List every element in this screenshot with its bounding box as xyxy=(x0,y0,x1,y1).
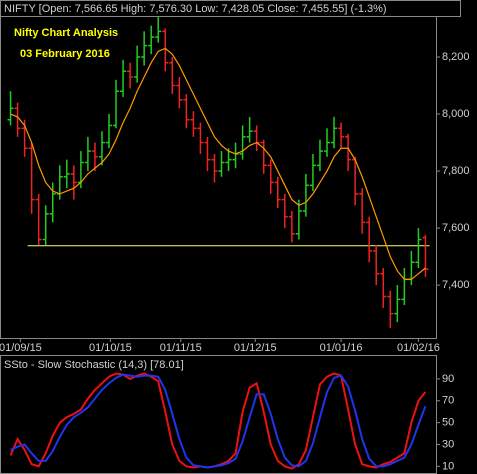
y-tick-label: 10 xyxy=(442,460,454,472)
annotation: Nifty Chart Analysis xyxy=(14,27,118,39)
y-tick-label: 7,400 xyxy=(442,279,470,291)
y-tick-label: 7,800 xyxy=(442,165,470,177)
y-tick-label: 30 xyxy=(442,438,454,450)
x-tick-label: 01/10/15 xyxy=(89,342,132,354)
header: NIFTY [Open: 7,566.65 High: 7,576.30 Low… xyxy=(4,3,387,15)
x-tick-label: 01/02/16 xyxy=(397,342,440,354)
annotation: 03 February 2016 xyxy=(20,48,110,60)
stoch-line xyxy=(9,372,427,470)
x-tick-label: 01/09/15 xyxy=(0,342,42,354)
y-tick-label: 70 xyxy=(442,395,454,407)
moving-average xyxy=(10,47,426,281)
stoch-title: SSto - Slow Stochastic (14,3) [78.01] xyxy=(4,359,184,371)
y-tick-label: 8,000 xyxy=(442,108,470,120)
x-tick-label: 01/01/16 xyxy=(320,342,363,354)
y-tick-label: 50 xyxy=(442,417,454,429)
y-tick-label: 90 xyxy=(442,373,454,385)
header-box xyxy=(0,0,461,17)
x-tick-label: 01/12/15 xyxy=(234,342,277,354)
stoch-frame xyxy=(0,355,437,474)
x-tick-label: 01/11/15 xyxy=(160,342,202,354)
stoch-line xyxy=(10,373,427,469)
y-tick-label: 7,600 xyxy=(442,222,470,234)
y-tick-label: 8,200 xyxy=(442,51,470,63)
